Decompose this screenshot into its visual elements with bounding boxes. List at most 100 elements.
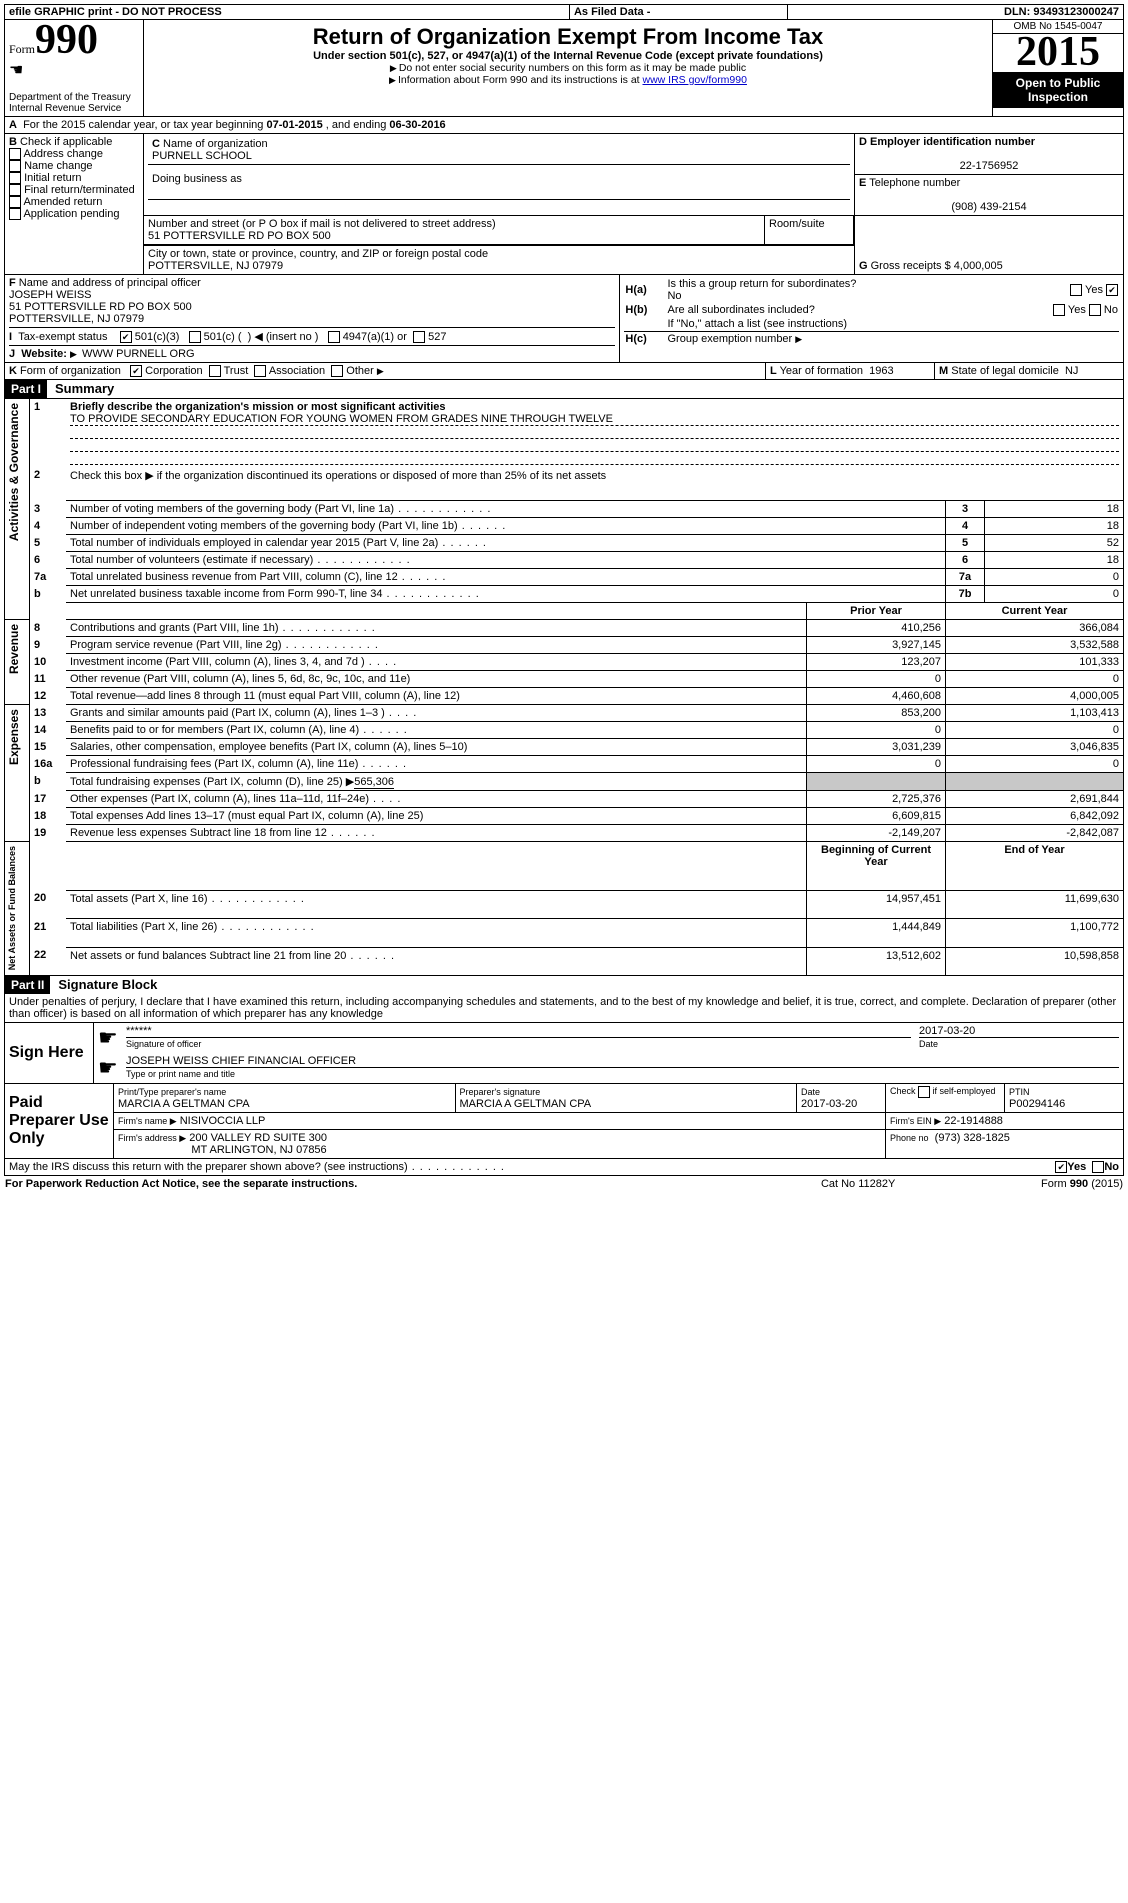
l12t: Total revenue—add lines 8 through 11 (mu…	[70, 690, 460, 702]
cb-ha-yes[interactable]	[1070, 284, 1082, 296]
l19t: Revenue less expenses Subtract line 18 f…	[70, 827, 327, 839]
cb-4947[interactable]	[328, 331, 340, 343]
l19n: 19	[30, 825, 67, 842]
cb-527[interactable]	[413, 331, 425, 343]
m-lbl: State of legal domicile	[951, 365, 1059, 377]
l4i: 4	[946, 518, 985, 535]
firm-name: NISIVOCCIA LLP	[180, 1115, 266, 1127]
l16bn: b	[30, 773, 67, 791]
l15n: 15	[30, 739, 67, 756]
irs-link[interactable]: www IRS gov/form990	[643, 74, 747, 86]
cb-amended[interactable]	[9, 196, 21, 208]
f-lbl: Name and address of principal officer	[19, 277, 201, 289]
topbar-dln: DLN: 93493123000247	[809, 5, 1123, 20]
l21py: 1,444,849	[807, 919, 946, 947]
l3i: 3	[946, 501, 985, 518]
e-lbl: Telephone number	[869, 177, 960, 189]
l18n: 18	[30, 808, 67, 825]
cb-pending[interactable]	[9, 208, 21, 220]
l7an: 7a	[30, 569, 67, 586]
year-formation: 1963	[869, 365, 893, 377]
py-hdr: Prior Year	[807, 603, 946, 620]
l21cy: 1,100,772	[946, 919, 1124, 947]
l13py: 853,200	[807, 705, 946, 722]
opt-final: Final return/terminated	[24, 184, 135, 196]
open-public-2: Inspection	[1028, 90, 1088, 104]
l13cy: 1,103,413	[946, 705, 1124, 722]
l14n: 14	[30, 722, 67, 739]
l18cy: 6,842,092	[946, 808, 1124, 825]
part2-title: Signature Block	[50, 977, 157, 992]
l14py: 0	[807, 722, 946, 739]
form-990: efile GRAPHIC print - DO NOT PROCESS As …	[4, 4, 1124, 1176]
opt-amended: Amended return	[23, 196, 102, 208]
hc-lbl: Group exemption number	[667, 333, 792, 345]
cb-501c[interactable]	[189, 331, 201, 343]
firm-name-lbl: Firm's name ▶	[118, 1116, 177, 1126]
l11cy: 0	[946, 671, 1124, 688]
l15py: 3,031,239	[807, 739, 946, 756]
ptin: P00294146	[1009, 1098, 1065, 1110]
street-lbl: Number and street (or P O box if mail is…	[148, 218, 496, 230]
l17cy: 2,691,844	[946, 791, 1124, 808]
telephone: (908) 439-2154	[859, 201, 1119, 213]
sign-here: Sign Here	[5, 1023, 94, 1083]
sig-date-lbl: Date	[919, 1039, 938, 1049]
form-990-number: 990	[35, 17, 98, 63]
l4n: 4	[30, 518, 67, 535]
state-domicile: NJ	[1065, 365, 1078, 377]
firm-ein: 22-1914888	[944, 1115, 1003, 1127]
cb-hb-no[interactable]	[1089, 304, 1101, 316]
line-a-mid: , and ending	[323, 119, 390, 131]
l15t: Salaries, other compensation, employee b…	[70, 741, 467, 753]
ha-val: No	[667, 290, 681, 302]
l16bv: 565,306	[354, 776, 394, 789]
l21n: 21	[30, 919, 67, 947]
i-o2s: ) ◀ (insert no )	[248, 331, 319, 343]
cb-other[interactable]	[331, 365, 343, 377]
l17py: 2,725,376	[807, 791, 946, 808]
sec-activities: Activities & Governance	[5, 399, 23, 545]
l7av: 0	[985, 569, 1124, 586]
l20cy: 11,699,630	[946, 890, 1124, 918]
l7bn: b	[30, 586, 67, 603]
l16acy: 0	[946, 756, 1124, 773]
l20py: 14,957,451	[807, 890, 946, 918]
cb-initial[interactable]	[9, 172, 21, 184]
k-o3: Association	[269, 365, 325, 377]
cb-trust[interactable]	[209, 365, 221, 377]
l6n: 6	[30, 552, 67, 569]
sec-netassets: Net Assets or Fund Balances	[5, 842, 19, 974]
l20n: 20	[30, 890, 67, 918]
sec-revenue: Revenue	[5, 620, 23, 678]
note-info: Information about Form 990 and its instr…	[398, 74, 643, 86]
cb-corp[interactable]	[130, 365, 142, 377]
g-lbl: Gross receipts $	[871, 260, 951, 272]
cb-name-change[interactable]	[9, 160, 21, 172]
l8py: 410,256	[807, 620, 946, 637]
cb-501c3[interactable]	[120, 331, 132, 343]
cb-address-change[interactable]	[9, 148, 21, 160]
cb-discuss-no[interactable]	[1092, 1161, 1104, 1173]
sec-expenses: Expenses	[5, 705, 23, 769]
l7bv: 0	[985, 586, 1124, 603]
l11n: 11	[30, 671, 67, 688]
ein: 22-1756952	[859, 160, 1119, 172]
prep-name-lbl: Print/Type preparer's name	[118, 1087, 226, 1097]
cb-discuss-yes[interactable]	[1055, 1161, 1067, 1173]
cb-ha-no[interactable]	[1106, 284, 1118, 296]
l22cy: 10,598,858	[946, 947, 1124, 975]
l16at: Professional fundraising fees (Part IX, …	[70, 758, 358, 770]
l21t: Total liabilities (Part X, line 26)	[70, 921, 217, 933]
tax-year-end: 06-30-2016	[389, 119, 445, 131]
cb-assoc[interactable]	[254, 365, 266, 377]
cb-final[interactable]	[9, 184, 21, 196]
discuss-q: May the IRS discuss this return with the…	[9, 1161, 408, 1173]
i-lbl: Tax-exempt status	[18, 331, 107, 343]
dba-lbl: Doing business as	[152, 173, 242, 185]
sig-lbl: Signature of officer	[126, 1039, 201, 1049]
l12py: 4,460,608	[807, 688, 946, 705]
cb-self-emp[interactable]	[918, 1086, 930, 1098]
cb-hb-yes[interactable]	[1053, 304, 1065, 316]
l5i: 5	[946, 535, 985, 552]
